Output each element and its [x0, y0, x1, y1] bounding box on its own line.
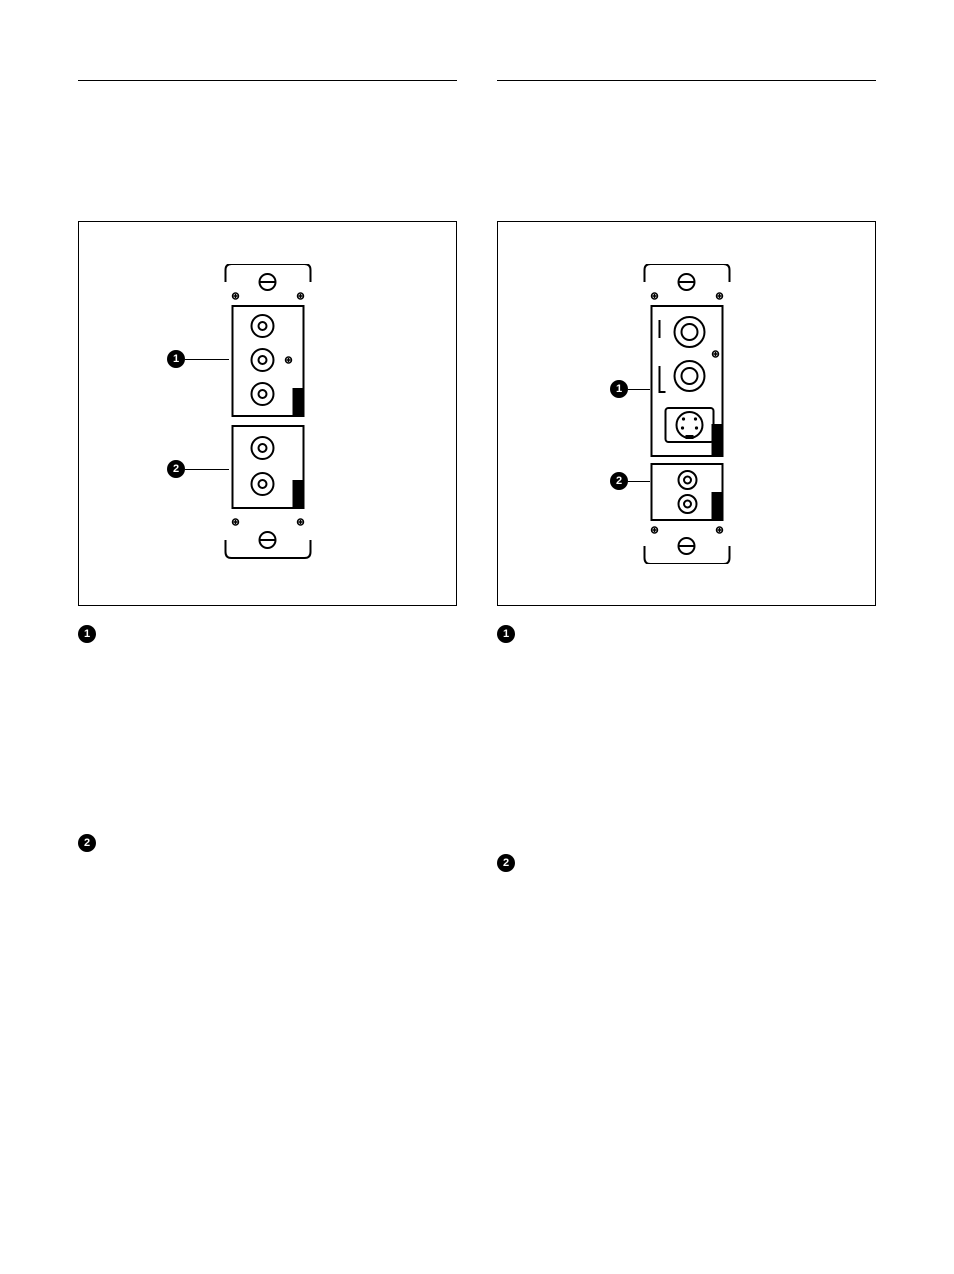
two-column-layout: 1 2 1 2	[78, 80, 876, 872]
connector-panel-right	[639, 264, 734, 564]
legend-item: 2	[497, 853, 876, 872]
callout-1: 1	[167, 350, 229, 368]
callout-number-icon: 1	[167, 350, 185, 368]
page: 1 2 1 2	[78, 80, 876, 872]
legend-number-icon: 2	[497, 854, 515, 872]
legend-number-icon: 1	[78, 625, 96, 643]
column-rule	[78, 80, 457, 81]
figure-left: 1 2	[78, 221, 457, 606]
figure-right: 1 2	[497, 221, 876, 606]
callout-2: 2	[610, 472, 650, 490]
legend-number-icon: 2	[78, 834, 96, 852]
connector-panel-left	[220, 264, 315, 564]
right-column: 1 2 1 2	[497, 80, 876, 872]
legend-item: 1	[78, 624, 457, 643]
legend-item: 1	[497, 624, 876, 643]
callout-number-icon: 2	[610, 472, 628, 490]
callout-leader-line	[628, 389, 650, 390]
left-column: 1 2 1 2	[78, 80, 457, 872]
legend-item: 2	[78, 833, 457, 852]
legend-left: 1 2	[78, 624, 457, 852]
callout-leader-line	[185, 469, 229, 470]
callout-2: 2	[167, 460, 229, 478]
legend-right: 1 2	[497, 624, 876, 872]
callout-number-icon: 2	[167, 460, 185, 478]
callout-1: 1	[610, 380, 650, 398]
column-rule	[497, 80, 876, 81]
callout-leader-line	[628, 481, 650, 482]
legend-number-icon: 1	[497, 625, 515, 643]
callout-leader-line	[185, 359, 229, 360]
callout-number-icon: 1	[610, 380, 628, 398]
